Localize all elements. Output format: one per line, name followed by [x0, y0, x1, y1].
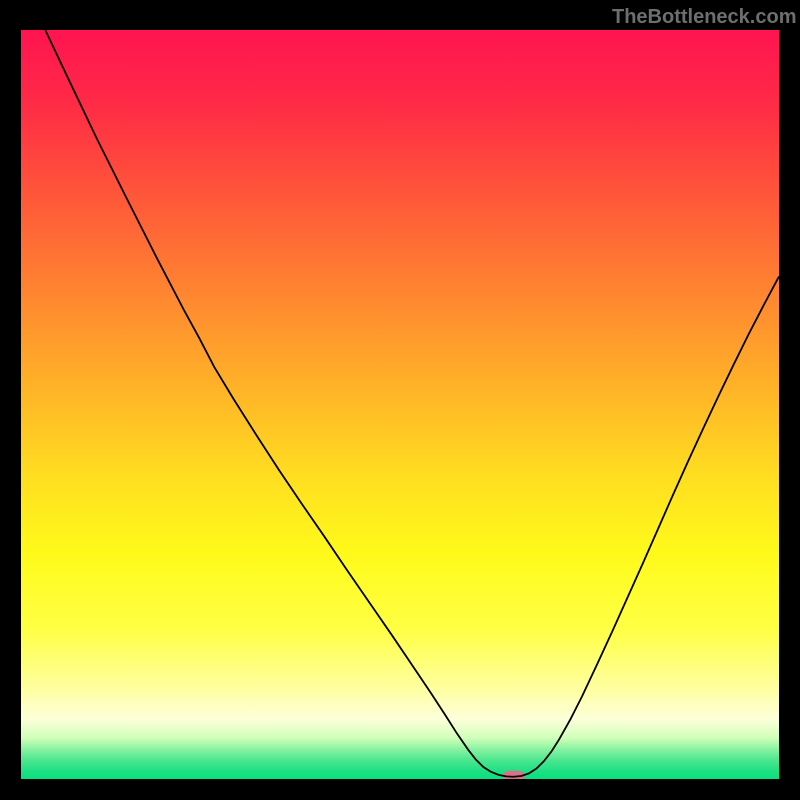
- chart-frame: TheBottleneck.com: [0, 0, 800, 800]
- watermark-text: TheBottleneck.com: [612, 6, 796, 29]
- plot-background: [21, 30, 779, 779]
- plot-area: [21, 30, 779, 779]
- bottleneck-marker: [503, 771, 525, 779]
